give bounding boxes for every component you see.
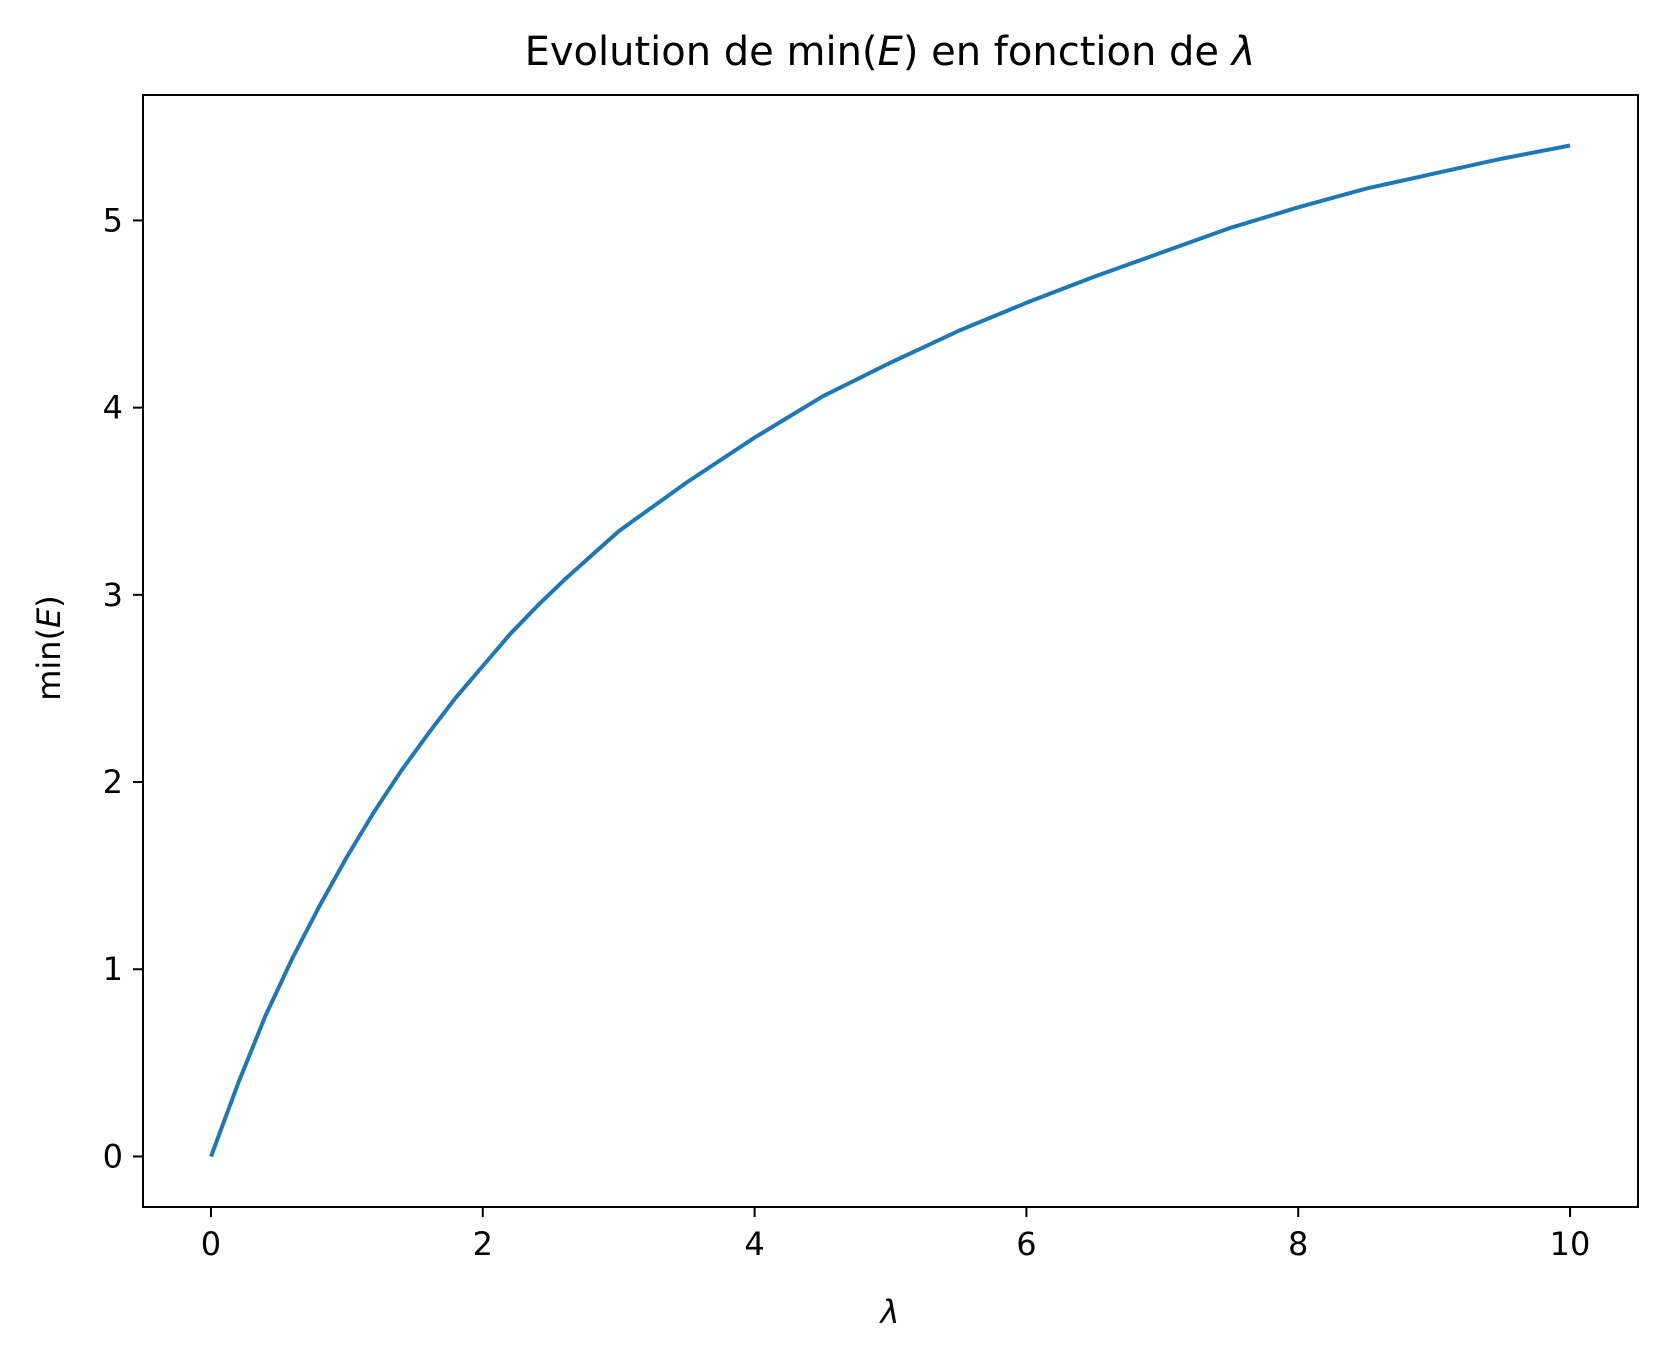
y-axis-label: min(E) xyxy=(30,595,68,701)
x-tick-label: 0 xyxy=(201,1225,221,1263)
y-tick-label: 2 xyxy=(103,763,123,801)
series-line-0 xyxy=(209,143,1571,1158)
x-tick-label: 6 xyxy=(1016,1225,1036,1263)
plot-area xyxy=(142,94,1639,1208)
y-tick-label: 5 xyxy=(103,201,123,239)
y-tick-label: 0 xyxy=(103,1137,123,1175)
x-tick-label: 10 xyxy=(1550,1225,1591,1263)
chart-title: Evolution de min(E) en fonction de λ xyxy=(525,29,1256,75)
y-tick-label: 3 xyxy=(103,576,123,614)
line-layer xyxy=(209,143,1571,1158)
x-tick-label: 8 xyxy=(1288,1225,1308,1263)
x-tick-label: 2 xyxy=(473,1225,493,1263)
x-axis-label: λ xyxy=(879,1293,900,1331)
y-axis: 0 1 2 3 4 5 xyxy=(103,201,143,1175)
x-axis: 0 2 4 6 8 10 xyxy=(201,1207,1591,1263)
y-tick-label: 4 xyxy=(103,389,123,427)
y-tick-label: 1 xyxy=(103,950,123,988)
plot-frame xyxy=(142,94,1639,1208)
x-tick-label: 4 xyxy=(744,1225,764,1263)
